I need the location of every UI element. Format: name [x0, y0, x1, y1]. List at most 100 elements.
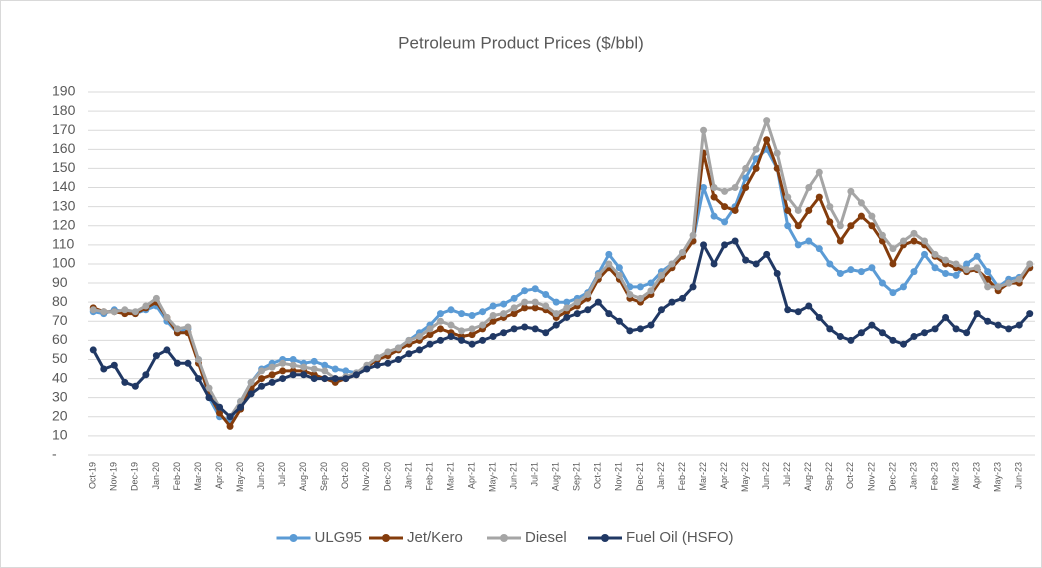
point: [626, 327, 634, 335]
point: [247, 390, 255, 398]
point: [878, 231, 886, 239]
point: [731, 184, 739, 192]
point: [89, 306, 97, 314]
point: [826, 203, 834, 211]
y-tick-label: 40: [52, 369, 68, 385]
x-tick-label: Apr-23: [972, 462, 982, 489]
point: [605, 310, 613, 318]
x-tick-label: Oct-20: [340, 462, 350, 489]
point: [436, 310, 444, 318]
point: [710, 184, 718, 192]
point: [321, 375, 329, 383]
point: [226, 413, 234, 421]
point: [826, 325, 834, 333]
point: [942, 270, 950, 277]
y-tick-label: 30: [52, 388, 68, 404]
y-tick-label: -: [52, 446, 57, 462]
point: [163, 313, 171, 321]
point: [878, 279, 886, 287]
point: [352, 371, 360, 379]
point: [426, 331, 434, 339]
point: [489, 317, 497, 325]
y-tick-label: 190: [52, 83, 76, 99]
point: [763, 250, 771, 258]
point: [173, 359, 181, 367]
point: [1015, 275, 1023, 283]
x-tick-label: Nov-20: [361, 462, 371, 491]
point: [721, 218, 729, 226]
point: [521, 323, 529, 331]
point: [952, 271, 960, 279]
point: [458, 327, 466, 335]
point: [426, 325, 434, 333]
point: [552, 310, 560, 318]
point: [668, 298, 676, 306]
point: [121, 378, 129, 386]
point: [857, 268, 865, 276]
point: [489, 312, 497, 320]
point: [899, 237, 907, 245]
point: [89, 346, 97, 354]
point: [931, 250, 939, 258]
point: [994, 283, 1002, 291]
x-tick-label: Feb-23: [929, 462, 939, 491]
point: [100, 308, 108, 316]
point: [468, 312, 476, 320]
x-tick-label: Nov-22: [866, 462, 876, 491]
point: [194, 355, 202, 363]
point: [615, 264, 623, 272]
legend-label: Diesel: [525, 529, 567, 546]
point: [973, 264, 981, 272]
point: [342, 367, 350, 375]
point: [815, 193, 823, 201]
point: [668, 260, 676, 268]
point: [258, 375, 266, 383]
point: [847, 222, 855, 230]
x-tick-label: Mar-22: [698, 462, 708, 491]
x-tick-label: Jan-23: [908, 462, 918, 490]
point: [1026, 310, 1034, 318]
x-tick-label: Aug-20: [298, 462, 308, 491]
y-tick-label: 140: [52, 178, 76, 194]
x-tick-label: Oct-21: [593, 462, 603, 489]
point: [394, 355, 402, 363]
point: [289, 355, 297, 363]
point: [689, 283, 697, 291]
point: [100, 365, 108, 373]
point: [826, 218, 834, 226]
point: [647, 287, 655, 295]
point: [594, 271, 602, 279]
point: [815, 313, 823, 321]
point: [700, 126, 708, 134]
x-tick-label: May-23: [993, 462, 1003, 492]
legend-marker: [500, 534, 508, 542]
point: [794, 222, 802, 230]
point: [521, 287, 529, 295]
point: [300, 363, 308, 371]
y-tick-label: 90: [52, 274, 68, 290]
point: [552, 321, 560, 329]
point: [142, 371, 150, 379]
point: [363, 365, 371, 373]
point: [605, 250, 613, 258]
y-tick-label: 170: [52, 121, 76, 137]
point: [373, 361, 381, 369]
point: [994, 321, 1002, 329]
point: [584, 291, 592, 299]
point: [773, 270, 781, 277]
point: [542, 302, 550, 310]
point: [131, 382, 139, 390]
point: [984, 283, 992, 291]
x-tick-label: Feb-20: [172, 462, 182, 491]
x-tick-label: Oct-22: [845, 462, 855, 489]
point: [952, 260, 960, 268]
y-tick-label: 20: [52, 407, 68, 423]
point: [531, 325, 539, 333]
point: [794, 206, 802, 214]
point: [868, 212, 876, 220]
point: [1005, 325, 1013, 333]
point: [321, 361, 329, 369]
point: [857, 199, 865, 207]
point: [815, 245, 823, 253]
point: [121, 306, 129, 314]
